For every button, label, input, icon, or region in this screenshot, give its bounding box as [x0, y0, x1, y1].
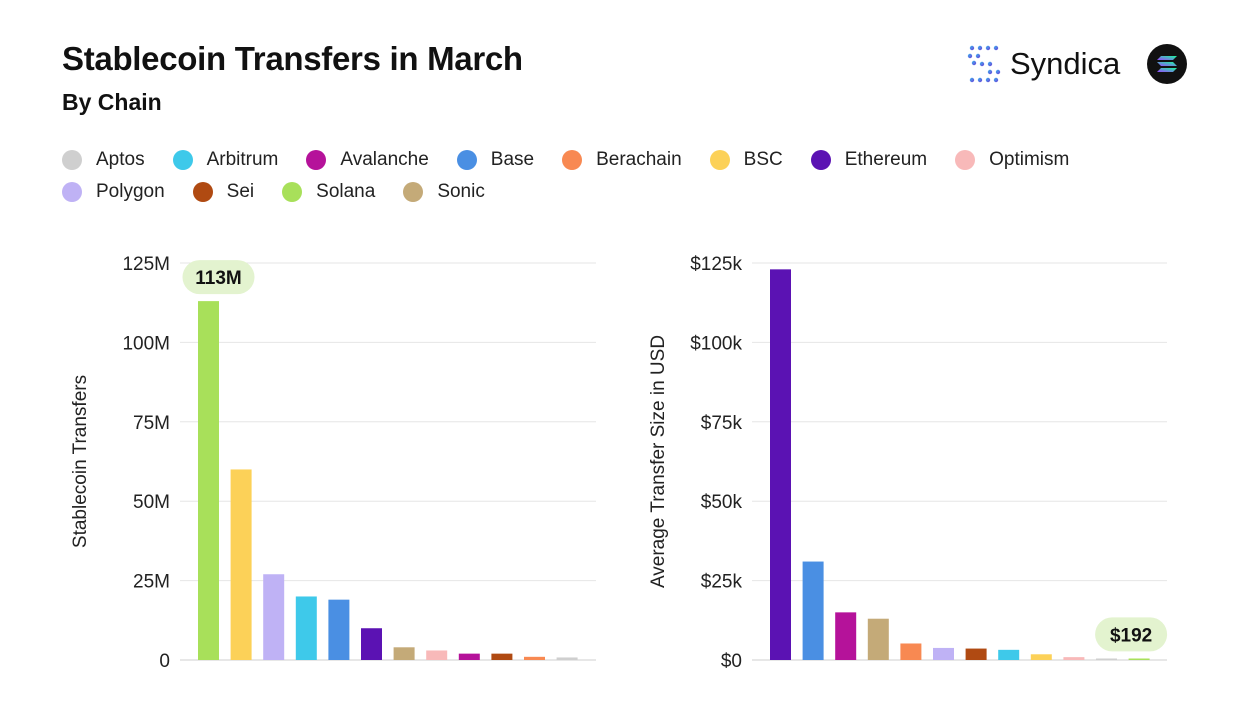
legend-dot — [562, 150, 583, 170]
y-tick-label: $25k — [701, 572, 743, 593]
legend-item-optimism: Optimism — [955, 149, 1069, 171]
callout-solana: $192 — [1095, 617, 1168, 652]
bar-bsc — [1030, 654, 1052, 660]
y-axis-label: Average Transfer Size in USD — [648, 335, 669, 588]
bar-sonic — [393, 647, 415, 660]
legend-item-sei: Sei — [192, 181, 255, 203]
legend-dot — [306, 150, 327, 170]
bar-solana — [1128, 658, 1150, 660]
bar-sei — [965, 648, 987, 660]
bar-optimism — [426, 650, 448, 660]
callout-bubble — [182, 260, 255, 295]
brand-name: Syndica — [1010, 46, 1121, 81]
legend: Aptos Arbitrum Avalanche Base Berachain … — [62, 144, 1162, 208]
y-tick-label: 50M — [133, 492, 170, 513]
y-tick-label: 100M — [122, 333, 170, 354]
callout-solana: 113M — [182, 260, 255, 295]
legend-dot — [955, 150, 976, 170]
legend-dot — [62, 182, 82, 202]
legend-label: Aptos — [96, 149, 145, 170]
callout-label: 113M — [195, 268, 241, 289]
legend-item-ethereum: Ethereum — [810, 149, 928, 171]
y-tick-label: $50k — [701, 492, 743, 513]
bar-ethereum — [361, 628, 382, 660]
legend-label: Sei — [226, 181, 255, 202]
bar-aptos — [1096, 658, 1117, 660]
bar-polygon — [933, 647, 954, 660]
bar-ethereum — [770, 269, 791, 660]
bar-bsc — [230, 469, 252, 660]
syndica-logo-icon — [967, 45, 1001, 83]
chart-transfers: 0 25M 50M 75M 100M 125M Stablecoin Transfers 11… — [70, 254, 596, 672]
solana-logo-icon — [1157, 56, 1177, 72]
bar-arbitrum — [295, 596, 317, 660]
legend-label: Arbitrum — [206, 149, 279, 170]
legend-item-sonic: Sonic — [403, 181, 485, 203]
bar-sei — [491, 653, 513, 660]
legend-label: Base — [490, 149, 535, 170]
y-tick-label: $100k — [690, 333, 742, 354]
bar-optimism — [1063, 657, 1085, 660]
legend-label: Solana — [316, 181, 376, 202]
bar-base — [328, 599, 350, 660]
legend-dot — [172, 150, 193, 170]
legend-item-berachain: Berachain — [562, 149, 682, 171]
solana-badge-icon — [1147, 44, 1187, 84]
legend-label: Polygon — [96, 181, 165, 202]
legend-dot — [282, 182, 303, 202]
legend-item-solana: Solana — [282, 181, 375, 203]
callout-label: $192 — [1110, 625, 1152, 646]
legend-label: Optimism — [989, 149, 1070, 170]
y-axis-label: Stablecoin Transfers — [70, 375, 91, 548]
y-tick-label: 75M — [133, 413, 170, 434]
bar-solana — [198, 301, 219, 660]
bar-avalanche — [835, 612, 857, 660]
y-tick-label: $125k — [690, 254, 742, 275]
chart-subtitle: By Chain — [62, 89, 162, 115]
y-tick-label: 25M — [133, 572, 170, 593]
legend-label: Avalanche — [340, 149, 429, 170]
legend-row: Polygon Sei Solana Sonic — [62, 176, 1162, 208]
legend-label: Ethereum — [844, 149, 928, 170]
bar-base — [802, 561, 824, 660]
chart-title: Stablecoin Transfers in March — [62, 40, 523, 77]
y-tick-label: 125M — [122, 254, 170, 275]
legend-item-aptos: Aptos — [62, 149, 145, 171]
bar-polygon — [263, 574, 285, 660]
bar-arbitrum — [998, 649, 1020, 660]
bar-sonic — [867, 618, 889, 660]
legend-dot — [810, 150, 831, 170]
bar-berachain — [900, 643, 922, 660]
bar-aptos — [556, 657, 578, 660]
y-tick-label: $0 — [721, 651, 742, 672]
y-tick-label: 0 — [159, 651, 170, 672]
legend-item-arbitrum: Arbitrum — [172, 149, 279, 171]
legend-label: BSC — [743, 149, 783, 170]
legend-item-avalanche: Avalanche — [306, 149, 429, 171]
brand: Syndica — [966, 42, 1120, 86]
legend-label: Berachain — [596, 149, 682, 170]
legend-dot — [709, 150, 730, 170]
callout-bubble — [1095, 617, 1168, 652]
legend-item-polygon: Polygon — [62, 181, 165, 203]
legend-row: Aptos Arbitrum Avalanche Base Berachain … — [62, 144, 1162, 176]
legend-label: Sonic — [437, 181, 485, 202]
legend-dot — [456, 150, 477, 170]
bar-berachain — [524, 656, 545, 660]
bar-avalanche — [458, 653, 480, 660]
legend-item-base: Base — [456, 149, 535, 171]
legend-item-bsc: BSC — [709, 149, 783, 171]
legend-dot — [403, 182, 424, 202]
y-tick-label: $75k — [701, 413, 743, 434]
legend-dot — [62, 150, 82, 170]
legend-dot — [192, 182, 213, 202]
